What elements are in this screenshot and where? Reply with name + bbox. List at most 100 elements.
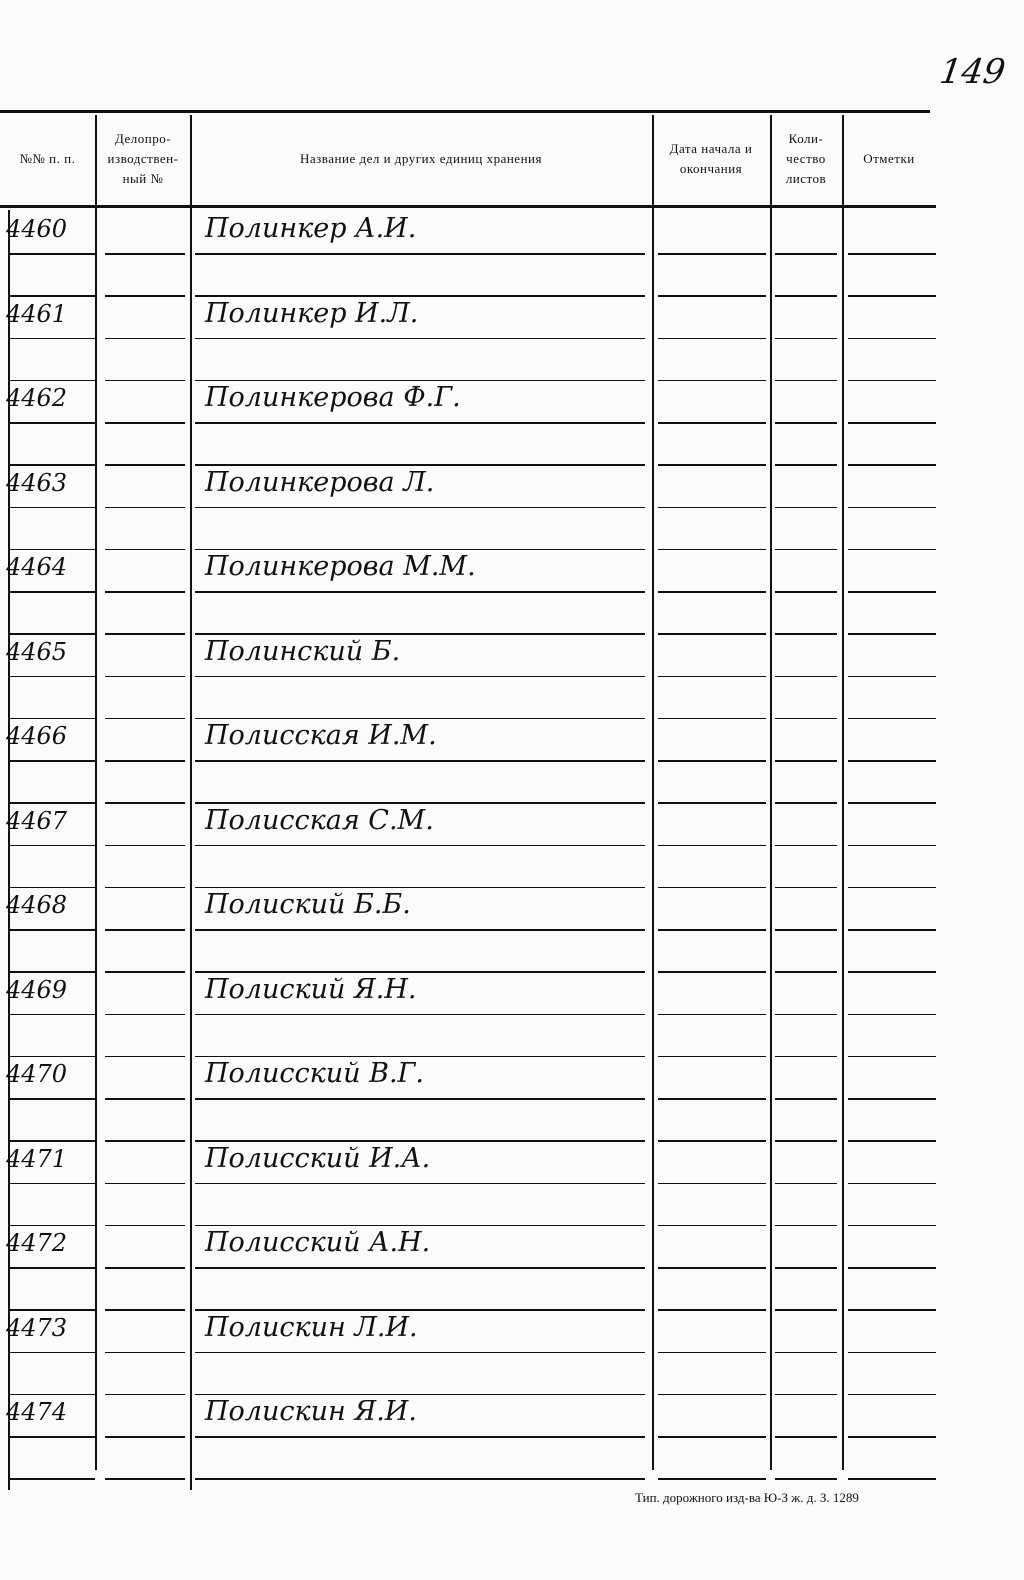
ruled-line [775, 1224, 837, 1226]
column-divider [190, 115, 192, 1490]
ruled-line [775, 802, 837, 804]
ruled-line [195, 464, 645, 466]
ruled-line [195, 1182, 645, 1184]
ruled-line [775, 464, 837, 466]
ruled-line [195, 1393, 645, 1395]
ruled-line [105, 337, 185, 339]
column-divider [8, 210, 10, 1490]
ruled-line [105, 591, 185, 593]
ruled-line [105, 1098, 185, 1100]
column-divider [95, 115, 97, 1470]
row-number: 4465 [6, 637, 68, 666]
ruled-line [658, 1013, 766, 1015]
ruled-line [195, 506, 645, 508]
ruled-line [105, 422, 185, 424]
ruled-line [195, 1098, 645, 1100]
ruled-line [195, 844, 645, 846]
ruled-line [10, 1436, 95, 1438]
ruled-line [105, 1436, 185, 1438]
ruled-line [10, 1182, 95, 1184]
row-number: 4462 [6, 384, 68, 412]
row-number: 4463 [6, 468, 68, 497]
ruled-line [10, 633, 95, 635]
ruled-line [658, 1140, 766, 1142]
ruled-line [848, 464, 936, 466]
ruled-line [775, 1140, 837, 1142]
ruled-line [658, 548, 766, 550]
ruled-line [848, 337, 936, 339]
ruled-line [105, 802, 185, 804]
ruled-line [105, 971, 185, 973]
row-number: 4467 [6, 806, 68, 835]
row-number: 4470 [6, 1060, 68, 1088]
ruled-line [105, 886, 185, 888]
ruled-line [10, 929, 95, 931]
ruled-line [848, 1478, 936, 1480]
ruled-line [775, 1098, 837, 1100]
ruled-line [195, 1013, 645, 1015]
ruled-line [848, 1393, 936, 1395]
ruled-line [775, 1351, 837, 1353]
ruled-line [848, 675, 936, 677]
ruled-line [658, 971, 766, 973]
ruled-line [848, 1182, 936, 1184]
ruled-line [848, 1309, 936, 1311]
ruled-line [10, 886, 95, 888]
ruled-line [10, 337, 95, 339]
ruled-line [848, 886, 936, 888]
table-top-border [0, 110, 930, 113]
ruled-line [775, 717, 837, 719]
row-title: Полинкер И.Л. [205, 297, 419, 329]
ruled-line [848, 802, 936, 804]
ruled-line [775, 675, 837, 677]
row-title: Полиский Б.Б. [205, 889, 411, 920]
ruled-line [775, 1309, 837, 1311]
header-bottom-border [0, 205, 936, 208]
ruled-line [848, 633, 936, 635]
header-office-number: Делопро-изводствен-ный № [107, 131, 179, 186]
ruled-line [10, 253, 95, 255]
ruled-line [195, 1224, 645, 1226]
row-title: Полинкерова М.М. [205, 551, 476, 582]
ruled-line [658, 717, 766, 719]
ruled-line [658, 379, 766, 381]
ruled-line [10, 1309, 95, 1311]
ruled-line [848, 971, 936, 973]
ruled-line [105, 1351, 185, 1353]
ruled-line [105, 548, 185, 550]
ruled-line [658, 844, 766, 846]
row-title: Полисский А.Н. [205, 1227, 431, 1258]
ruled-line [195, 971, 645, 973]
ruled-line [775, 506, 837, 508]
ruled-line [195, 548, 645, 550]
ruled-line [195, 337, 645, 339]
ruled-line [10, 802, 95, 804]
ruled-line [105, 253, 185, 255]
ruled-line [775, 1055, 837, 1057]
ruled-line [195, 379, 645, 381]
ruled-line [848, 295, 936, 297]
ruled-line [775, 1393, 837, 1395]
ruled-line [848, 506, 936, 508]
row-number: 4464 [6, 553, 68, 581]
ruled-line [105, 1393, 185, 1395]
row-number: 4473 [6, 1313, 68, 1342]
ruled-line [848, 844, 936, 846]
ruled-line [195, 295, 645, 297]
ruled-line [848, 1055, 936, 1057]
ruled-line [775, 929, 837, 931]
ruled-line [775, 844, 837, 846]
ruled-line [775, 1267, 837, 1269]
ruled-line [848, 760, 936, 762]
ruled-line [658, 1393, 766, 1395]
ruled-line [848, 1436, 936, 1438]
ruled-line [658, 1478, 766, 1480]
ruled-line [775, 337, 837, 339]
ruled-line [658, 591, 766, 593]
ruled-line [105, 844, 185, 846]
ruled-line [195, 1140, 645, 1142]
ruled-line [105, 464, 185, 466]
row-number: 4468 [6, 891, 68, 919]
row-number: 4461 [6, 299, 68, 328]
ruled-line [775, 1478, 837, 1480]
